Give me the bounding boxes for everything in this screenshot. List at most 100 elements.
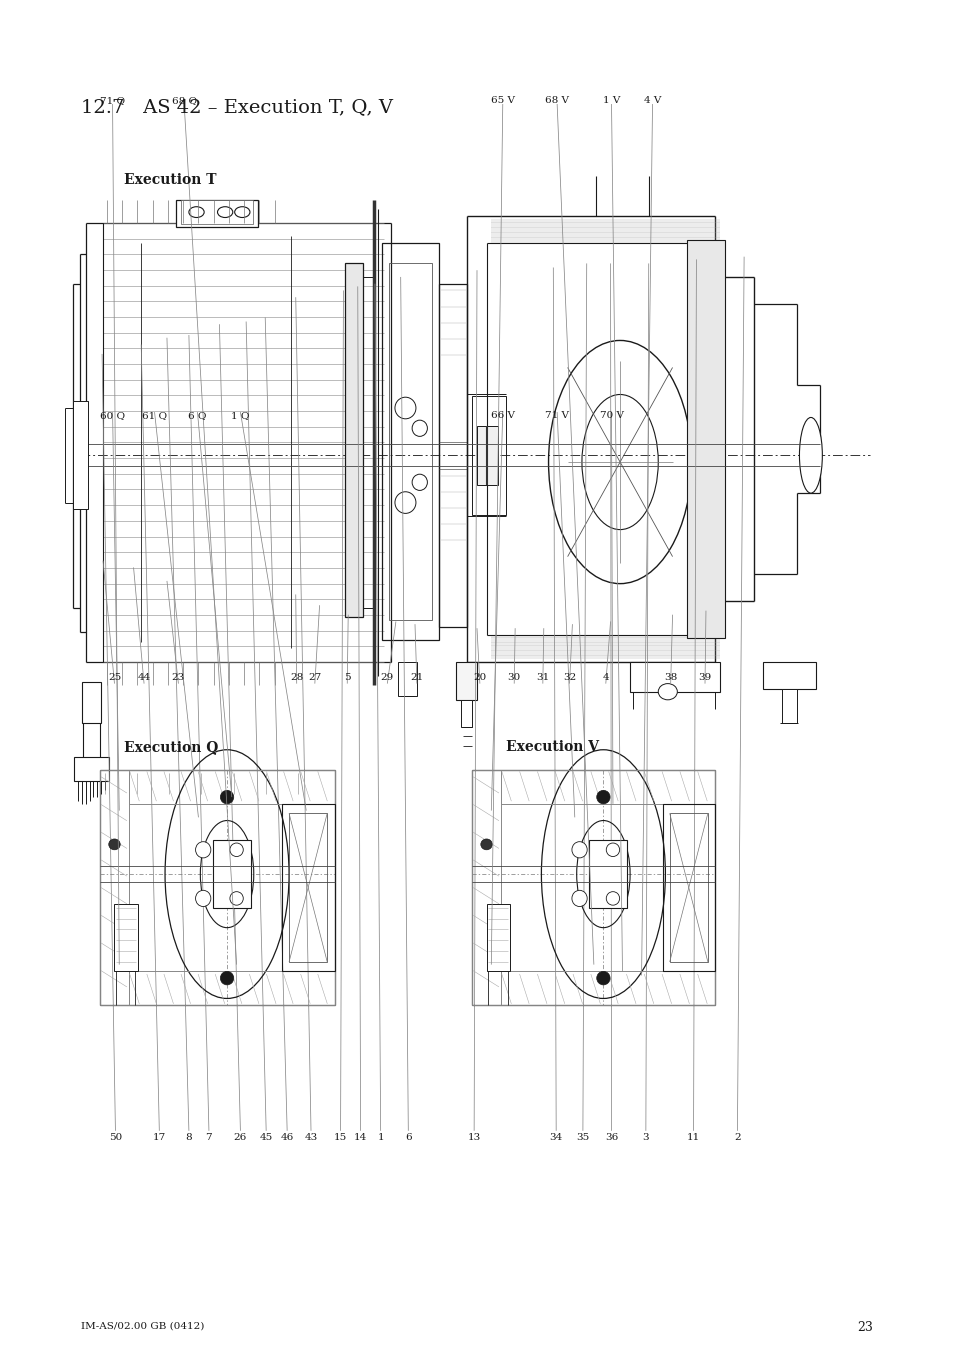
Text: 32: 32 — [562, 673, 576, 682]
Ellipse shape — [230, 843, 243, 857]
Bar — [588, 840, 626, 908]
Text: 14: 14 — [354, 1132, 367, 1142]
Bar — [213, 840, 251, 908]
Bar — [289, 813, 327, 962]
Bar — [181, 200, 253, 224]
Text: 27: 27 — [308, 673, 321, 682]
Text: 45: 45 — [259, 1132, 273, 1142]
Bar — [129, 770, 335, 804]
Text: 15: 15 — [334, 1132, 347, 1142]
Ellipse shape — [799, 417, 821, 493]
Ellipse shape — [109, 839, 120, 850]
Text: 66 V: 66 V — [490, 411, 515, 420]
Ellipse shape — [605, 892, 619, 905]
Bar — [381, 243, 438, 640]
Ellipse shape — [412, 474, 427, 490]
Text: 61 Q: 61 Q — [142, 411, 167, 420]
Ellipse shape — [572, 890, 586, 907]
Ellipse shape — [220, 971, 233, 985]
Text: 36: 36 — [604, 1132, 618, 1142]
Ellipse shape — [220, 790, 233, 804]
Text: 28: 28 — [290, 673, 303, 682]
Text: 68 Q: 68 Q — [172, 96, 196, 105]
Text: 1 Q: 1 Q — [231, 411, 250, 420]
Bar — [456, 662, 476, 700]
Ellipse shape — [230, 892, 243, 905]
Bar — [72, 401, 88, 509]
Text: IM-AS/02.00 GB (0412): IM-AS/02.00 GB (0412) — [81, 1321, 204, 1331]
Bar — [486, 904, 510, 971]
Text: 11: 11 — [686, 1132, 700, 1142]
Bar — [762, 662, 815, 689]
Bar — [472, 396, 505, 515]
Text: 43: 43 — [304, 1132, 317, 1142]
Text: 6: 6 — [405, 1132, 411, 1142]
Ellipse shape — [605, 843, 619, 857]
Text: 46: 46 — [280, 1132, 294, 1142]
Text: 7: 7 — [206, 1132, 212, 1142]
Ellipse shape — [395, 397, 416, 419]
Ellipse shape — [596, 790, 610, 804]
Bar — [686, 240, 724, 638]
Bar — [129, 971, 335, 1005]
Text: 38: 38 — [663, 673, 677, 682]
Ellipse shape — [596, 971, 610, 985]
Bar — [397, 662, 416, 696]
Text: 1: 1 — [377, 1132, 383, 1142]
Bar — [500, 770, 715, 804]
Ellipse shape — [412, 420, 427, 436]
Bar — [176, 200, 257, 227]
Bar — [362, 277, 374, 608]
Text: 23: 23 — [172, 673, 185, 682]
Text: 70 V: 70 V — [598, 411, 623, 420]
Bar — [500, 971, 715, 1005]
Text: 50: 50 — [109, 1132, 122, 1142]
Text: 71 Q: 71 Q — [100, 96, 125, 105]
Text: 12.7   AS 42 – Execution T, Q, V: 12.7 AS 42 – Execution T, Q, V — [81, 99, 393, 116]
Bar — [669, 813, 707, 962]
Bar — [82, 682, 101, 723]
Text: 44: 44 — [137, 673, 151, 682]
Text: 20: 20 — [473, 673, 486, 682]
Bar — [282, 804, 335, 971]
Text: Execution V: Execution V — [505, 740, 598, 754]
Text: 21: 21 — [410, 673, 423, 682]
Bar — [100, 770, 129, 1005]
Ellipse shape — [234, 207, 250, 218]
Text: 3: 3 — [642, 1132, 648, 1142]
Bar — [345, 263, 362, 617]
Text: 60 Q: 60 Q — [100, 411, 125, 420]
Bar — [662, 804, 715, 971]
Text: Execution Q: Execution Q — [124, 740, 218, 754]
Ellipse shape — [189, 207, 204, 218]
Bar — [472, 770, 500, 1005]
Text: 30: 30 — [507, 673, 520, 682]
Ellipse shape — [572, 842, 586, 858]
Text: 2: 2 — [734, 1132, 740, 1142]
Text: 4 V: 4 V — [643, 96, 660, 105]
Bar — [438, 284, 467, 627]
Text: 68 V: 68 V — [544, 96, 569, 105]
Bar — [781, 689, 796, 723]
Text: 71 V: 71 V — [544, 411, 569, 420]
Text: 17: 17 — [152, 1132, 166, 1142]
Text: 26: 26 — [233, 1132, 247, 1142]
Text: 25: 25 — [108, 673, 121, 682]
Bar — [114, 904, 138, 971]
Ellipse shape — [217, 207, 233, 218]
Text: 1 V: 1 V — [602, 96, 619, 105]
Bar — [460, 700, 472, 727]
Ellipse shape — [395, 492, 416, 513]
Text: 39: 39 — [698, 673, 711, 682]
Ellipse shape — [480, 839, 492, 850]
Bar — [476, 426, 497, 485]
Text: 29: 29 — [380, 673, 394, 682]
Ellipse shape — [195, 890, 211, 907]
Bar — [389, 263, 432, 620]
Text: 34: 34 — [549, 1132, 562, 1142]
Text: 13: 13 — [467, 1132, 480, 1142]
Text: 23: 23 — [856, 1321, 872, 1335]
Bar — [629, 662, 720, 692]
Bar — [74, 757, 109, 781]
Text: 31: 31 — [536, 673, 549, 682]
